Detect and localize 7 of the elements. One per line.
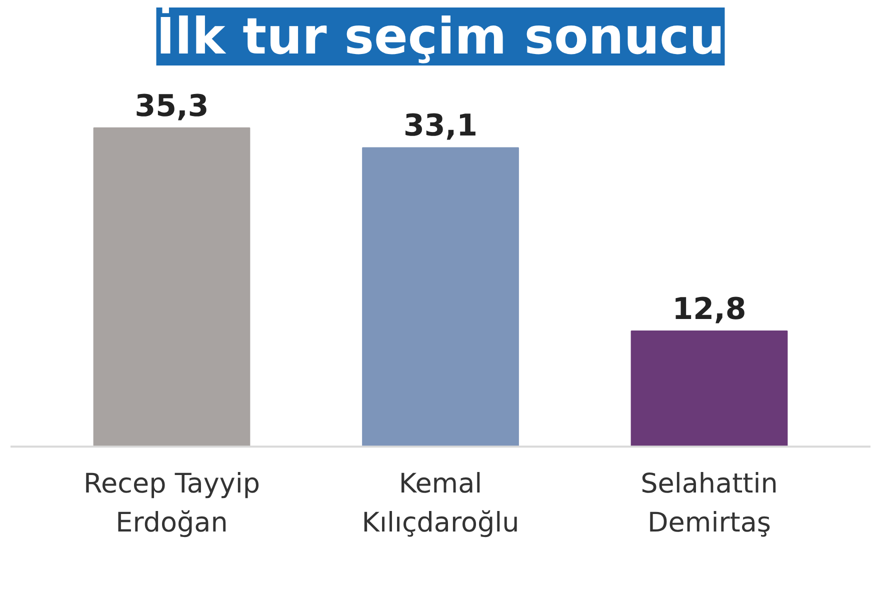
chart-title: İlk tur seçim sonucu [156, 6, 725, 66]
data-label: 12,8 [672, 292, 746, 328]
x-tick-label: Recep Tayyip Erdoğan [84, 468, 260, 538]
x-tick-label: Selahattin Demirtaş [640, 468, 778, 538]
data-label: 33,1 [403, 108, 478, 144]
x-tick-label: Kemal Kılıçdaroğlu [362, 468, 520, 538]
data-label: 35,3 [134, 88, 209, 124]
